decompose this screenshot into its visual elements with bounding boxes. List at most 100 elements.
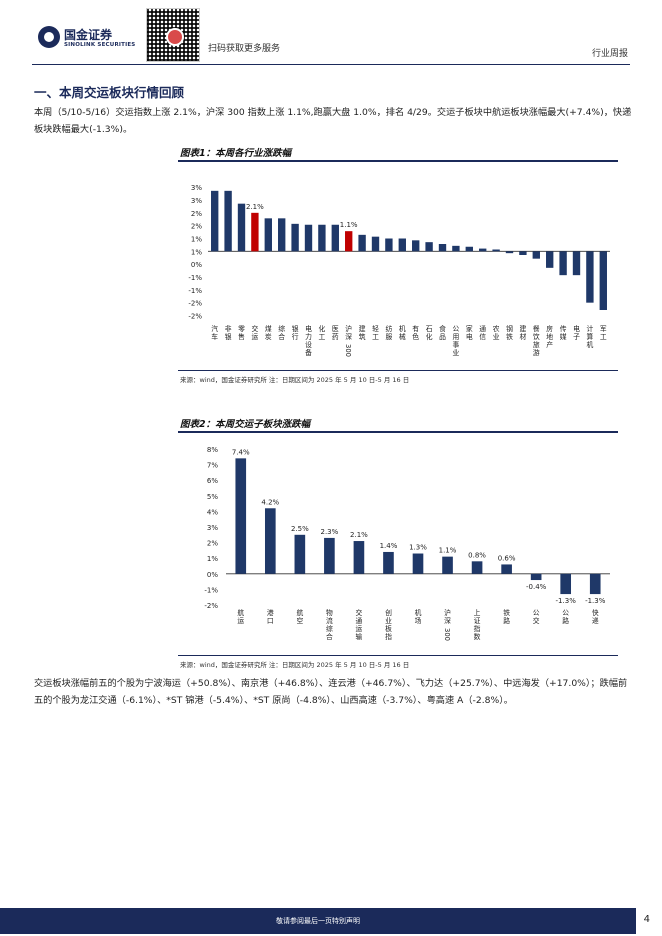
x-category-label: 有色: [412, 324, 419, 341]
data-label: 7.4%: [232, 448, 250, 456]
stocks-paragraph: 交运板块涨幅前五的个股为宁波海运（+50.8%）、南京港（+46.8%）、连云港…: [34, 678, 628, 706]
bar-交运: [251, 212, 259, 252]
y-tick-label: 0%: [191, 261, 202, 269]
scan-prompt: 扫码获取更多服务: [208, 44, 281, 54]
data-label: -1.3%: [556, 597, 577, 605]
bar-机场: [412, 553, 424, 574]
x-category-label: 钢铁: [506, 324, 513, 341]
bar-化工: [318, 224, 326, 252]
x-category-label: 化工: [319, 324, 326, 341]
qr-center-logo-icon: [166, 28, 184, 46]
data-label: 1.1%: [340, 221, 358, 229]
bar-房地产: [546, 251, 554, 268]
bar-军工: [599, 251, 607, 310]
x-category-label: 餐饮旅游: [533, 324, 540, 357]
bar-传媒: [559, 251, 567, 276]
x-category-label: 银行: [292, 324, 299, 341]
x-category-label: 房地产: [546, 324, 553, 349]
y-tick-label: -1%: [188, 287, 202, 295]
intro-paragraph: 本周（5/10-5/16）交运指数上涨 2.1%，沪深 300 指数上涨 1.1…: [34, 107, 632, 135]
x-category-label: 家电: [466, 324, 473, 341]
x-category-label: 公交: [533, 609, 540, 625]
x-category-label: 交运: [252, 324, 259, 341]
bar-公用事业: [452, 245, 460, 252]
y-tick-label: 3%: [191, 197, 202, 205]
bar-医药: [331, 224, 339, 252]
x-category-label: 计算机: [587, 324, 594, 349]
qr-code-icon[interactable]: [146, 8, 200, 62]
x-category-label: 沪深: [444, 608, 451, 625]
x-category-label: 机场: [415, 608, 422, 625]
bar-港口: [264, 508, 276, 574]
bar-银行: [291, 223, 299, 252]
bar-航运: [235, 458, 247, 574]
data-label: 4.2%: [261, 498, 279, 506]
x-category-label: 传媒: [560, 324, 567, 341]
y-tick-label: 3%: [207, 524, 218, 532]
x-category-label: 农业: [493, 324, 500, 341]
x-category-label: 非银: [225, 324, 232, 341]
bar-电子: [572, 251, 581, 276]
x-category-label: 汽车: [211, 324, 218, 341]
x-category-label: 军工: [600, 325, 607, 341]
bar-食品: [438, 244, 447, 252]
x-category-label: 零售: [238, 325, 245, 341]
bar-物流综合: [324, 537, 335, 574]
bar-铁路: [501, 564, 512, 574]
bar-轻工: [371, 236, 380, 252]
data-label: 0.8%: [468, 551, 486, 559]
header-divider: [32, 64, 630, 65]
footer-disclaimer: 敬请参阅最后一页特别声明: [276, 917, 360, 925]
figure1-title: 图表1：本周各行业涨跌幅: [180, 148, 292, 159]
x-category-label: 石化: [426, 325, 433, 341]
x-category-label: 煤炭: [265, 324, 272, 341]
figure1-bottom-rule: [178, 370, 618, 371]
y-tick-label: -2%: [204, 602, 218, 610]
bar-综合: [278, 218, 286, 252]
y-tick-label: 0%: [207, 571, 218, 579]
bar-沪深300: [442, 556, 453, 574]
bar-有色: [412, 240, 420, 252]
x-category-label-num: 300: [344, 344, 352, 357]
bar-家电: [465, 246, 473, 252]
bar-石化: [425, 242, 433, 252]
x-category-label: 港口: [267, 608, 274, 625]
x-category-label: 公用事业: [453, 325, 460, 357]
x-category-label: 铁路: [503, 608, 510, 625]
bar-汽车: [211, 190, 219, 252]
data-label: 2.1%: [246, 203, 264, 211]
data-label: 2.3%: [320, 528, 338, 536]
bar-计算机: [586, 251, 594, 303]
x-category-label: 物流综合: [326, 608, 333, 641]
figure1-top-rule: [178, 160, 618, 162]
y-tick-label: 1%: [207, 555, 218, 563]
bar-非银: [224, 190, 232, 252]
x-category-label: 上证指数: [474, 608, 481, 641]
data-label: 1.4%: [380, 542, 398, 550]
y-tick-label: 6%: [207, 477, 218, 485]
bar-通信: [479, 248, 487, 252]
y-tick-label: 1%: [191, 236, 202, 244]
x-category-label: 医药: [332, 325, 339, 341]
x-category-label: 电力设备: [305, 324, 312, 357]
figure2-top-rule: [178, 431, 618, 433]
company-logo: 国金证券 SINOLINK SECURITIES: [38, 24, 138, 54]
y-tick-label: -2%: [188, 300, 202, 308]
x-category-label: 机械: [399, 324, 406, 341]
figure2-title: 图表2：本周交运子板块涨跌幅: [180, 419, 311, 430]
x-category-label: 交通运输: [356, 608, 363, 641]
figure2-bottom-rule: [178, 655, 618, 656]
x-category-label: 沪深: [345, 324, 352, 341]
bar-机械: [398, 238, 406, 252]
x-category-label: 航运: [237, 608, 244, 625]
bar-煤炭: [264, 218, 272, 252]
x-category-label: 纺服: [386, 324, 393, 341]
section-title: 一、本周交运板块行情回顾: [34, 85, 185, 100]
x-category-label: 快递: [592, 608, 599, 625]
x-category-label: 建筑: [359, 324, 366, 341]
y-tick-label: 5%: [207, 493, 218, 501]
bar-沪深300: [345, 231, 353, 252]
figure2-source: 来源：wind，国金证券研究所 注：日期区间为 2025 年 5 月 10 日-…: [180, 661, 410, 669]
bar-上证指数: [471, 561, 483, 574]
